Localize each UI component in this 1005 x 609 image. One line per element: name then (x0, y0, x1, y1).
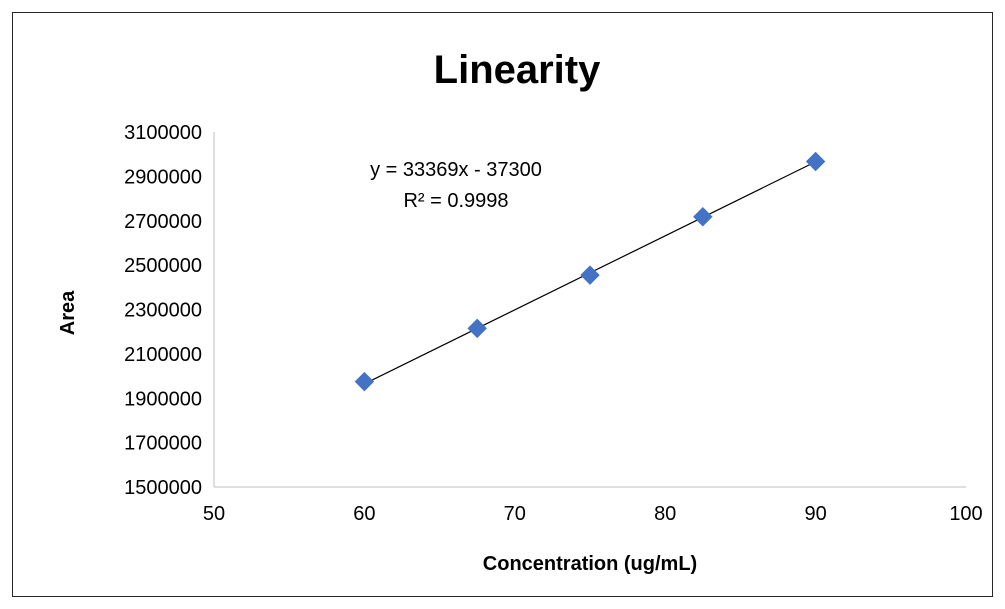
y-tick-label: 2900000 (124, 166, 202, 188)
scatter-chart: Linearity 1500000 1700000 1900000 2100000 23… (57, 48, 983, 575)
data-point-diamond (580, 265, 600, 285)
trendline-r-squared: R² = 0.9998 (403, 190, 508, 212)
x-tick-label: 80 (654, 503, 676, 525)
data-point-diamond (467, 318, 487, 339)
data-point-diamond (354, 371, 375, 392)
y-tick-label: 2100000 (124, 344, 202, 366)
y-tick-labels: 1500000 1700000 1900000 2100000 2300000 25000… (124, 122, 202, 499)
x-axis-label: Concentration (ug/mL) (483, 553, 697, 575)
y-tick-label: 1900000 (124, 388, 202, 410)
y-tick-label: 2700000 (124, 211, 202, 233)
x-tick-label: 100 (949, 503, 982, 525)
y-tick-label: 3100000 (124, 122, 202, 144)
data-point-diamond (805, 151, 826, 172)
y-tick-label: 1500000 (124, 477, 202, 499)
y-axis-label: Area (57, 290, 79, 335)
chart-title: Linearity (434, 48, 601, 92)
trendline-equation: y = 33369x - 37300 (370, 159, 542, 181)
x-tick-label: 50 (203, 503, 225, 525)
y-tick-label: 2500000 (124, 255, 202, 277)
y-tick-label: 1700000 (124, 433, 202, 455)
x-tick-labels: 50 60 70 80 90 100 (203, 503, 983, 525)
y-tick-label: 2300000 (124, 300, 202, 322)
data-point-diamond (693, 207, 713, 227)
axes (213, 132, 966, 488)
x-tick-label: 60 (353, 503, 375, 525)
x-tick-label: 90 (804, 503, 826, 525)
x-tick-label: 70 (504, 503, 526, 525)
chart-frame: Linearity 1500000 1700000 1900000 2100000 23… (12, 12, 993, 597)
data-points (354, 151, 826, 392)
